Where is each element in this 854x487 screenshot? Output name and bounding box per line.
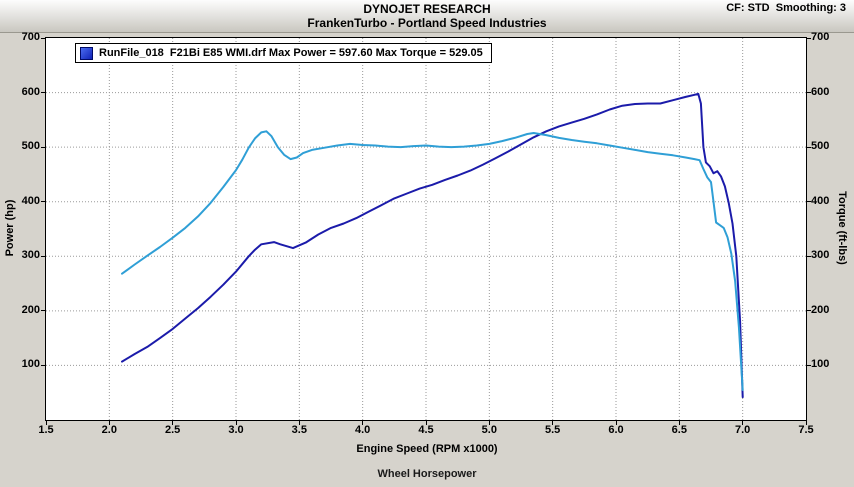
- y-tick-label-left: 400: [21, 194, 40, 207]
- y-tick-label-left: 200: [21, 303, 40, 316]
- cf-smoothing-settings: CF: STD Smoothing: 3: [726, 2, 846, 14]
- chart-header: DYNOJET RESEARCH CF: STD Smoothing: 3 Fr…: [0, 0, 854, 33]
- tick-mark: [488, 421, 490, 425]
- chart-title: DYNOJET RESEARCH: [363, 2, 491, 16]
- tick-mark: [805, 421, 807, 425]
- tick-mark: [807, 201, 811, 203]
- y-tick-label-right: 300: [811, 249, 830, 262]
- chart-footer-label: Wheel Horsepower: [377, 468, 477, 480]
- tick-mark: [41, 201, 45, 203]
- y-tick-label-right: 600: [811, 85, 830, 98]
- x-tick-label: 5.0: [481, 424, 497, 436]
- tick-mark: [552, 421, 554, 425]
- x-tick-label: 1.5: [38, 424, 54, 436]
- plot-area: [45, 37, 807, 421]
- tick-mark: [172, 421, 174, 425]
- tick-mark: [235, 421, 237, 425]
- x-tick-label: 4.5: [418, 424, 434, 436]
- tick-mark: [807, 146, 811, 148]
- x-tick-label: 3.5: [291, 424, 307, 436]
- x-tick-label: 6.5: [671, 424, 687, 436]
- x-tick-label: 6.0: [608, 424, 624, 436]
- chart-subtitle: FrankenTurbo - Portland Speed Industries: [307, 16, 547, 30]
- y-tick-label-left: 100: [21, 358, 40, 371]
- legend-box[interactable]: RunFile_018 F21Bi E85 WMI.drf Max Power …: [75, 43, 492, 63]
- x-tick-label: 5.5: [545, 424, 561, 436]
- y-tick-label-right: 400: [811, 194, 830, 207]
- x-axis-title: Engine Speed (RPM x1000): [356, 443, 498, 455]
- series-torque-ftlbs: [121, 130, 744, 391]
- tick-mark: [807, 37, 811, 39]
- y-tick-label-right: 100: [811, 358, 830, 371]
- y-tick-label-left: 300: [21, 249, 40, 262]
- series-power-hp: [121, 92, 744, 399]
- y-tick-label-left: 500: [21, 140, 40, 153]
- x-tick-label: 7.5: [798, 424, 814, 436]
- tick-mark: [742, 421, 744, 425]
- tick-mark: [41, 255, 45, 257]
- y-axis-left-title: Power (hp): [4, 199, 16, 257]
- tick-mark: [41, 37, 45, 39]
- y-tick-label-left: 700: [21, 31, 40, 43]
- x-tick-label: 7.0: [735, 424, 751, 436]
- x-tick-label: 2.5: [165, 424, 181, 436]
- y-tick-label-left: 600: [21, 85, 40, 98]
- y-tick-label-right: 200: [811, 303, 830, 316]
- tick-mark: [807, 255, 811, 257]
- legend-label: RunFile_018 F21Bi E85 WMI.drf Max Power …: [99, 47, 483, 59]
- x-tick-label: 3.0: [228, 424, 244, 436]
- tick-mark: [45, 421, 47, 425]
- tick-mark: [298, 421, 300, 425]
- x-tick-label: 2.0: [101, 424, 117, 436]
- tick-mark: [807, 364, 811, 366]
- tick-mark: [41, 146, 45, 148]
- tick-mark: [425, 421, 427, 425]
- tick-mark: [615, 421, 617, 425]
- y-axis-right-title: Torque (ft-lbs): [836, 191, 848, 265]
- y-tick-label-right: 500: [811, 140, 830, 153]
- tick-mark: [41, 92, 45, 94]
- tick-mark: [108, 421, 110, 425]
- tick-mark: [41, 364, 45, 366]
- y-tick-label-right: 700: [811, 31, 830, 43]
- tick-mark: [41, 310, 45, 312]
- tick-mark: [807, 310, 811, 312]
- tick-mark: [678, 421, 680, 425]
- dyno-plot: [46, 38, 806, 420]
- tick-mark: [807, 92, 811, 94]
- legend-swatch-icon: [80, 46, 93, 60]
- x-tick-label: 4.0: [355, 424, 371, 436]
- tick-mark: [362, 421, 364, 425]
